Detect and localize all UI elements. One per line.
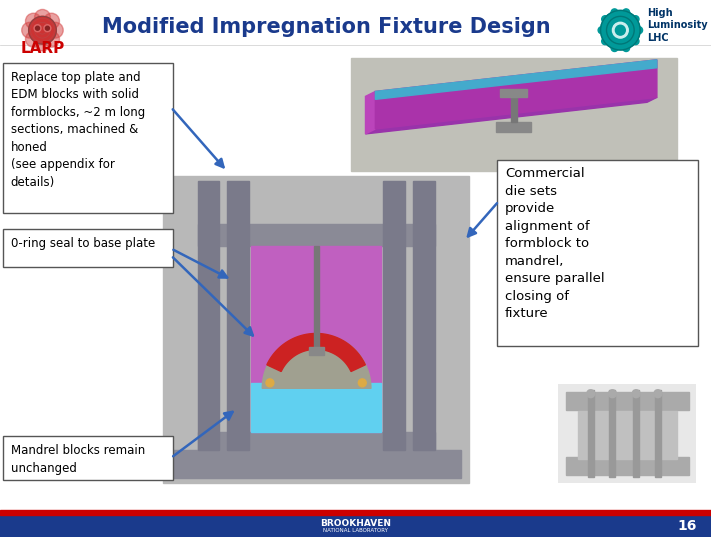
- Circle shape: [636, 27, 642, 33]
- Bar: [163, 177, 469, 483]
- Circle shape: [44, 31, 60, 47]
- Bar: [314, 246, 319, 350]
- Polygon shape: [375, 60, 657, 129]
- Bar: [171, 450, 462, 478]
- Circle shape: [359, 379, 366, 387]
- Circle shape: [25, 31, 41, 47]
- Bar: [0, 510, 711, 515]
- Text: NATIONAL LABORATORY: NATIONAL LABORATORY: [323, 528, 388, 532]
- Circle shape: [22, 22, 37, 38]
- Bar: [566, 457, 688, 475]
- Circle shape: [602, 38, 608, 45]
- Circle shape: [632, 390, 640, 397]
- Circle shape: [616, 25, 625, 35]
- Text: Replace top plate and
EDM blocks with solid
formblocks, ~2 m long
sections, mach: Replace top plate and EDM blocks with so…: [11, 71, 145, 188]
- Circle shape: [45, 26, 50, 30]
- Text: Commercial
die sets
provide
alignment of
formblock to
mandrel,
ensure parallel
c: Commercial die sets provide alignment of…: [505, 167, 604, 321]
- Circle shape: [34, 25, 41, 32]
- Bar: [0, 515, 711, 537]
- Circle shape: [35, 9, 50, 25]
- Circle shape: [654, 390, 662, 397]
- Bar: [309, 347, 324, 355]
- Circle shape: [29, 16, 56, 44]
- Bar: [197, 432, 435, 450]
- Text: LARP: LARP: [20, 42, 65, 57]
- Text: 0-ring seal to base plate: 0-ring seal to base plate: [11, 237, 155, 249]
- Circle shape: [632, 16, 639, 23]
- Bar: [558, 384, 696, 483]
- Bar: [655, 390, 661, 477]
- FancyBboxPatch shape: [3, 63, 173, 213]
- Bar: [566, 392, 688, 409]
- FancyBboxPatch shape: [3, 436, 173, 480]
- FancyBboxPatch shape: [497, 160, 698, 346]
- FancyBboxPatch shape: [3, 229, 173, 267]
- Circle shape: [587, 390, 595, 397]
- Bar: [496, 122, 531, 132]
- Circle shape: [611, 45, 618, 51]
- Circle shape: [35, 26, 40, 30]
- Circle shape: [613, 22, 629, 38]
- Bar: [383, 181, 405, 450]
- Polygon shape: [366, 97, 657, 134]
- Circle shape: [25, 13, 41, 29]
- Circle shape: [266, 379, 274, 387]
- Bar: [197, 224, 435, 246]
- Circle shape: [611, 9, 618, 16]
- Circle shape: [44, 25, 51, 32]
- Polygon shape: [366, 91, 375, 134]
- Bar: [228, 181, 249, 450]
- Text: 16: 16: [677, 519, 696, 533]
- Circle shape: [35, 35, 50, 51]
- Text: BROOKHAVEN: BROOKHAVEN: [320, 518, 391, 528]
- Polygon shape: [375, 60, 657, 99]
- Bar: [610, 390, 616, 477]
- Bar: [633, 390, 639, 477]
- Bar: [500, 90, 528, 97]
- Bar: [413, 181, 435, 450]
- Polygon shape: [267, 334, 365, 372]
- Bar: [578, 411, 677, 459]
- Bar: [351, 58, 677, 171]
- Circle shape: [44, 13, 60, 29]
- Bar: [510, 94, 517, 122]
- Text: Mandrel blocks remain
unchanged: Mandrel blocks remain unchanged: [11, 444, 145, 475]
- Bar: [251, 383, 382, 432]
- Bar: [251, 246, 382, 432]
- Circle shape: [608, 390, 616, 397]
- Circle shape: [632, 38, 639, 45]
- Bar: [197, 181, 220, 450]
- Circle shape: [598, 27, 605, 33]
- Circle shape: [602, 16, 608, 23]
- Circle shape: [600, 10, 640, 50]
- Circle shape: [623, 9, 629, 16]
- Text: High
Luminosity
LHC: High Luminosity LHC: [647, 8, 708, 43]
- Text: Modified Impregnation Fixture Design: Modified Impregnation Fixture Design: [102, 17, 550, 37]
- Bar: [588, 390, 594, 477]
- Circle shape: [48, 22, 63, 38]
- Circle shape: [623, 45, 629, 51]
